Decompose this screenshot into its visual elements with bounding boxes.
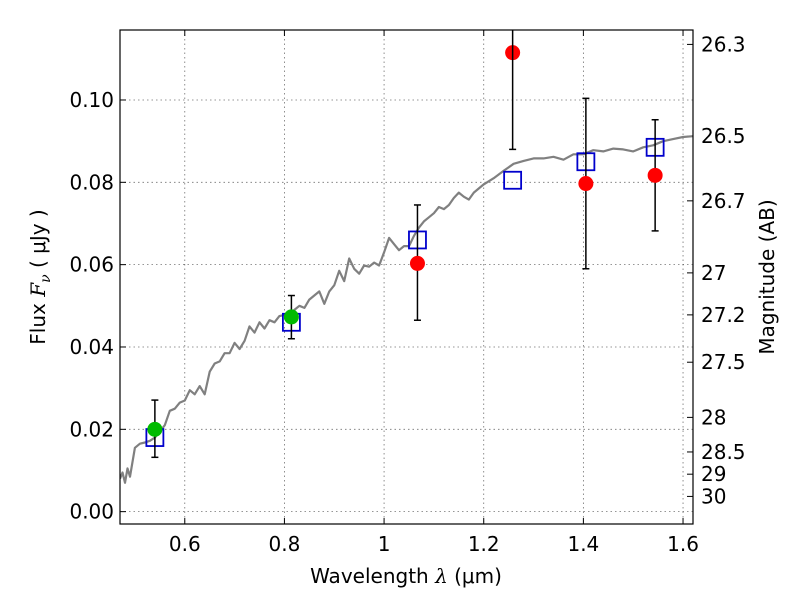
x-tick-label: 1 [378, 532, 391, 556]
model-photometry-square [503, 170, 523, 190]
y-tick-label: 0.10 [69, 88, 114, 112]
right-tick-label: 26.7 [701, 189, 746, 213]
y-tick-label: 0.04 [69, 335, 114, 359]
y-axis-label: Flux Fν ( μJy ) [26, 209, 54, 344]
observed-flux-point [578, 176, 594, 192]
axis-ticks: 0.6 0.8 1 1.2 1.4 1.6 0.00 0.02 0.04 0.06 0.08 0.10… [69, 30, 746, 556]
y-tick-label: 0.06 [69, 253, 114, 277]
right-axis-label: Magnitude (AB) [755, 199, 779, 354]
right-tick-label: 26.3 [701, 32, 746, 56]
x-tick-label: 0.6 [169, 532, 201, 556]
observed-flux-point [647, 167, 663, 183]
right-tick-label: 28.5 [701, 440, 746, 464]
y-tick-label: 0.00 [69, 500, 114, 524]
observed-flux-point [283, 309, 299, 325]
plot-area [120, 45, 693, 484]
observed-flux-point [147, 421, 163, 437]
y-tick-label: 0.08 [69, 170, 114, 194]
right-tick-label: 27.5 [701, 350, 746, 374]
x-axis-label: Wavelength λ (μm) [310, 564, 502, 588]
x-tick-label: 0.8 [269, 532, 301, 556]
y-tick-label: 0.02 [69, 417, 114, 441]
x-tick-label: 1.2 [468, 532, 500, 556]
right-tick-label: 28 [701, 405, 726, 429]
observed-flux-point [409, 255, 425, 271]
model-sed-line [120, 135, 693, 484]
right-tick-label: 27.2 [701, 303, 746, 327]
x-tick-label: 1.4 [567, 532, 599, 556]
plot-frame [119, 29, 694, 525]
right-tick-label: 26.5 [701, 124, 746, 148]
right-tick-label: 29 [701, 462, 726, 486]
right-tick-label: 30 [701, 484, 726, 508]
right-tick-label: 27 [701, 261, 726, 285]
grid-lines [120, 30, 693, 524]
x-tick-label: 1.6 [667, 532, 699, 556]
